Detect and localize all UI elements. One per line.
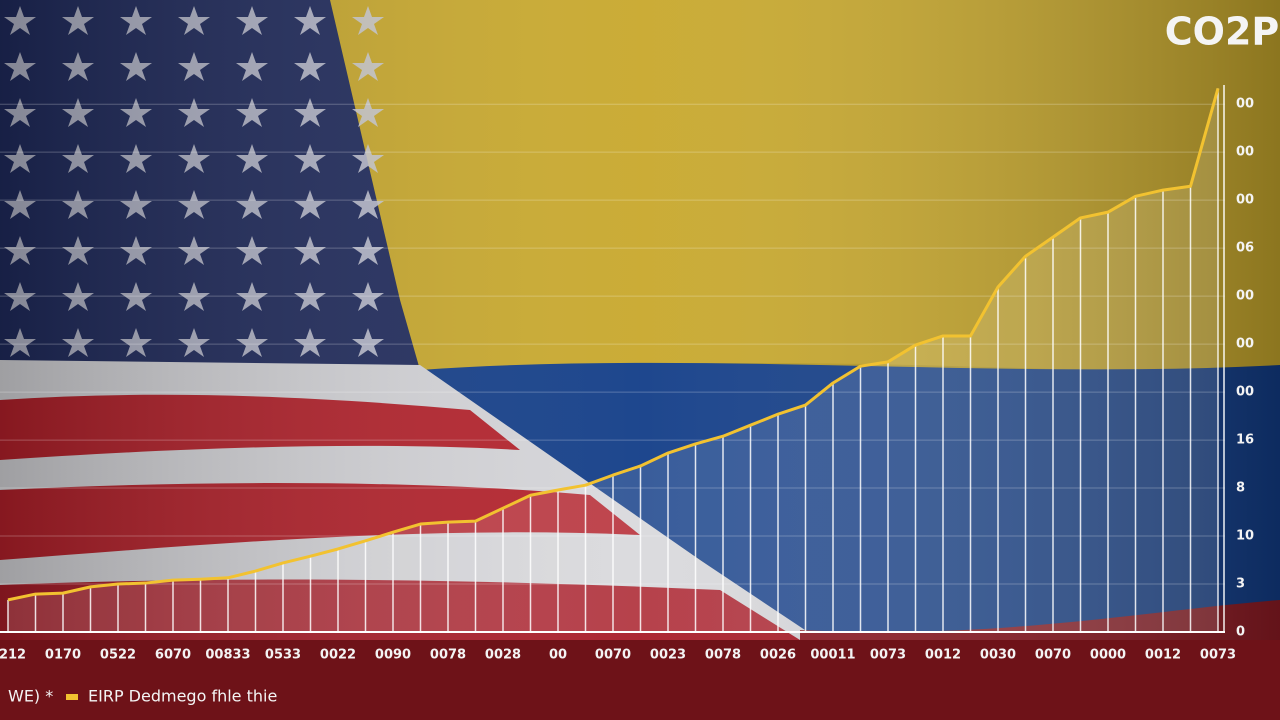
y-tick-label: 3 (1236, 577, 1245, 592)
y-tick-label: 16 (1236, 433, 1254, 448)
x-tick-label: 0073 (870, 648, 906, 663)
y-tick-label: 06 (1236, 241, 1254, 256)
x-tick-label: 0090 (375, 648, 411, 663)
x-tick-label: 0533 (265, 648, 301, 663)
x-tick-label: 0022 (320, 648, 356, 663)
legend-text: WE) * (8, 687, 53, 706)
y-tick-label: 00 (1236, 289, 1254, 304)
x-tick-label: 0023 (650, 648, 686, 663)
x-tick-label: 0170 (45, 648, 81, 663)
x-tick-label: 0073 (1200, 648, 1236, 663)
y-tick-label: 00 (1236, 97, 1254, 112)
area-fill (8, 88, 1218, 633)
y-tick-label: 00 (1236, 145, 1254, 160)
x-tick-label: 0012 (1145, 648, 1181, 663)
x-tick-label: 0012 (925, 648, 961, 663)
line (7, 87, 1220, 602)
chart-title: CO2P (1165, 10, 1279, 54)
legend-swatch (66, 694, 78, 700)
y-tick-label: 0 (1236, 625, 1245, 640)
x-tick-label: 0078 (705, 648, 741, 663)
x-tick-label: 0026 (760, 648, 796, 663)
x-tick-label: 0078 (430, 648, 466, 663)
y-tick-label: 8 (1236, 481, 1245, 496)
y-tick-label: 00 (1236, 337, 1254, 352)
x-tick-label: 0028 (485, 648, 521, 663)
y-tick-label: 00 (1236, 385, 1254, 400)
x-tick-label: 0070 (1035, 648, 1071, 663)
x-tick-label: 0522 (100, 648, 136, 663)
y-tick-label: 10 (1236, 529, 1254, 544)
x-tick-label: 00 (549, 648, 567, 663)
x-tick-label: 00011 (810, 648, 855, 663)
x-tick-label: 00833 (205, 648, 250, 663)
y-tick-label: 00 (1236, 193, 1254, 208)
x-tick-label: 0030 (980, 648, 1016, 663)
legend: WE) * EIRP Dedmego fhle thie (8, 687, 277, 706)
x-tick-label: 0000 (1090, 648, 1126, 663)
x-tick-label: 6070 (155, 648, 191, 663)
legend-label: EIRP Dedmego fhle thie (88, 687, 277, 706)
x-tick-label: 0070 (595, 648, 631, 663)
